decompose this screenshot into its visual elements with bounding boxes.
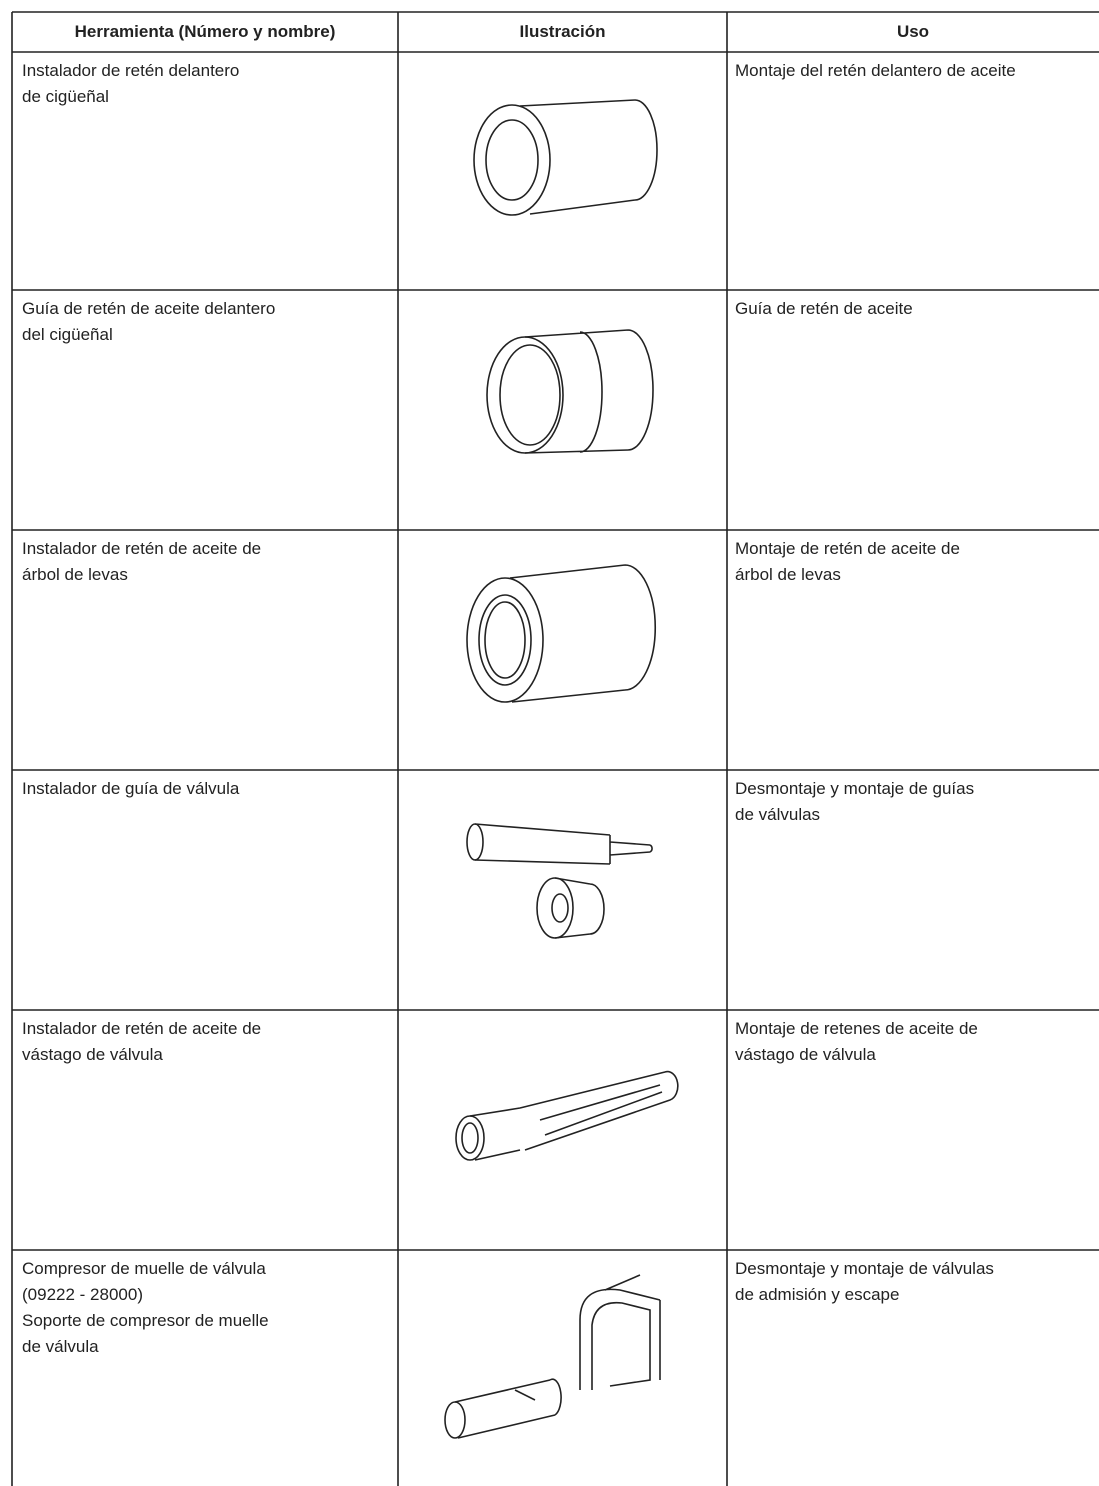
tool-use: Desmontaje y montaje de guías de válvula…	[735, 779, 975, 824]
header-cell: Herramienta (Número y nombre)	[74, 22, 336, 41]
tool-use: Desmontaje y montaje de válvulas de admi…	[735, 1259, 994, 1304]
tool-name: Guía de retén de aceite delantero del ci…	[22, 299, 276, 344]
tool-use: Montaje de retén de aceite de árbol de l…	[735, 539, 960, 584]
illustration	[473, 99, 658, 216]
tool-name: Instalador de guía de válvula	[22, 779, 240, 798]
tool-name: Instalador de retén de aceite de árbol d…	[22, 539, 262, 584]
illustration	[466, 823, 653, 939]
tool-name: Instalador de retén delantero de cigüeña…	[22, 61, 240, 106]
illustration	[455, 1070, 679, 1161]
illustration	[466, 564, 657, 703]
header-cell: Ilustración	[519, 22, 606, 41]
illustration	[444, 1274, 661, 1439]
header-cell: Uso	[896, 22, 930, 41]
tool-name: Instalador de retén de aceite de vástago…	[22, 1019, 262, 1064]
tool-use: Guía de retén de aceite	[735, 299, 913, 318]
tool-use: Montaje del retén delantero de aceite	[735, 61, 1016, 80]
tool-use: Montaje de retenes de aceite de vástago …	[735, 1019, 978, 1064]
tool-name: Compresor de muelle de válvula (09222 - …	[22, 1259, 269, 1356]
illustration	[486, 329, 654, 454]
